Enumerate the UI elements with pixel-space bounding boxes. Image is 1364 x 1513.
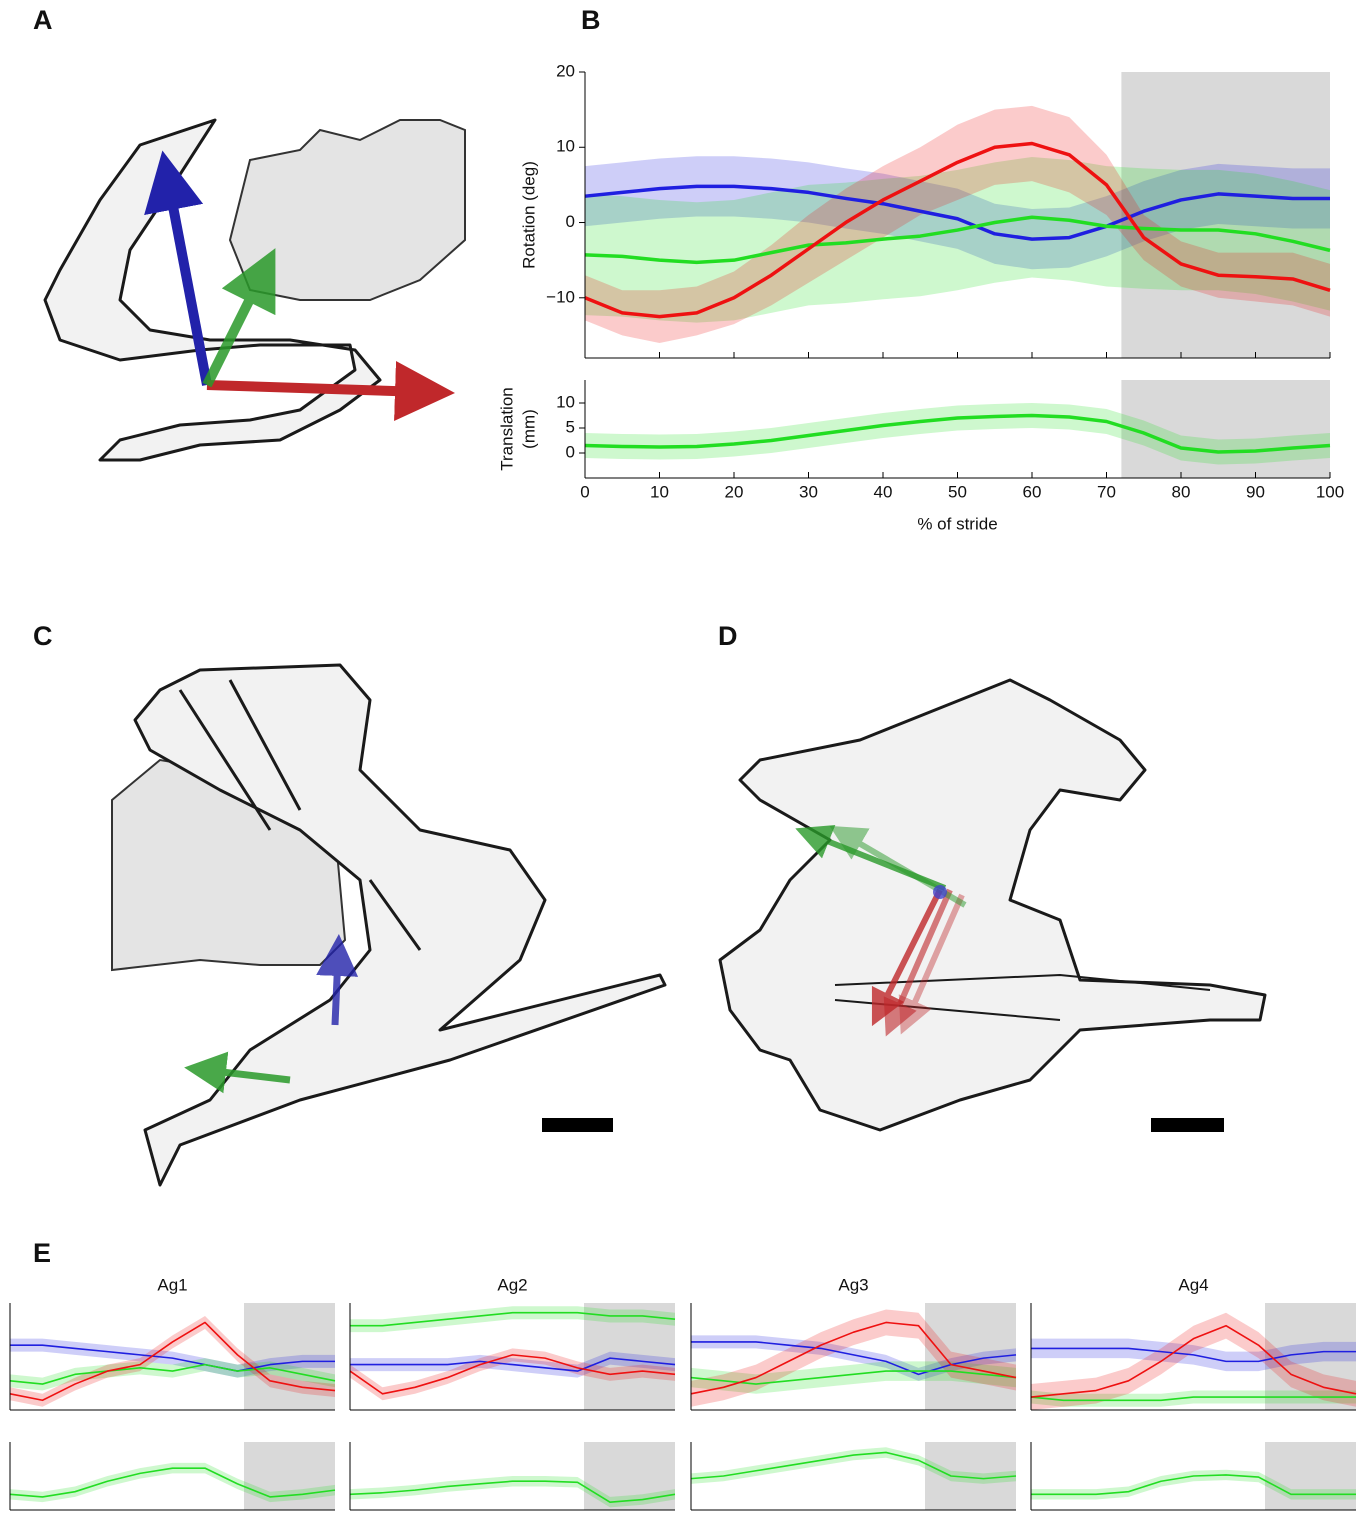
axis-arrow [335,955,338,1025]
figure: A B C D E −1001020Rotation (deg)05100102… [0,0,1364,1513]
panel-label: C [33,621,53,651]
y-axis-label: Rotation (deg) [519,161,538,269]
y-axis-label: Translation [497,387,516,470]
panel-title: Ag1 [157,1275,187,1294]
bone-render-d [720,680,1265,1132]
panel-title: Ag3 [838,1275,868,1294]
y-tick-label: 10 [556,137,575,156]
scale-bar [1151,1118,1224,1132]
bone-render-c [112,665,665,1185]
x-axis-label: % of stride [917,514,997,533]
bone-render-a [45,120,465,460]
panel-title: Ag4 [1178,1275,1208,1294]
x-tick-label: 60 [1023,482,1042,501]
panel-label: D [718,621,738,651]
axis-arrow [207,385,425,392]
x-tick-label: 30 [799,482,818,501]
x-tick-label: 0 [580,482,589,501]
axis-arrow [207,275,262,385]
x-tick-label: 90 [1246,482,1265,501]
panel-title: Ag2 [497,1275,527,1294]
panel-label: B [581,5,601,35]
y-tick-label: 0 [566,442,575,461]
panel-label: E [33,1238,51,1268]
y-tick-label: 0 [566,212,575,231]
x-tick-label: 50 [948,482,967,501]
x-tick-label: 100 [1316,482,1344,501]
panel-label: A [33,5,53,35]
x-tick-label: 20 [725,482,744,501]
x-tick-label: 40 [874,482,893,501]
y-tick-label: −10 [546,287,575,306]
stance-shade [1265,1442,1356,1510]
y-tick-label: 20 [556,61,575,80]
y-tick-label: 10 [556,392,575,411]
y-axis-label: (mm) [519,409,538,449]
x-tick-label: 70 [1097,482,1116,501]
x-tick-label: 10 [650,482,669,501]
scale-bar [542,1118,613,1132]
y-tick-label: 5 [566,417,575,436]
x-tick-label: 80 [1172,482,1191,501]
